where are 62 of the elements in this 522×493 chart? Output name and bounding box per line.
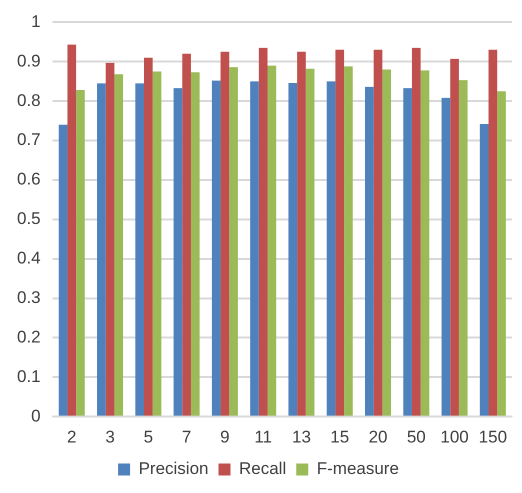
bar bbox=[182, 54, 191, 416]
x-tick-label: 150 bbox=[478, 427, 508, 446]
y-tick-label: 0.7 bbox=[16, 130, 41, 150]
x-tick-label: 20 bbox=[368, 427, 388, 446]
bar bbox=[442, 98, 450, 416]
y-tick-label: 0.5 bbox=[16, 209, 41, 228]
x-tick-label: 3 bbox=[105, 427, 115, 446]
bar bbox=[250, 81, 259, 416]
bar bbox=[306, 68, 314, 416]
bar bbox=[374, 50, 382, 416]
bar bbox=[458, 80, 468, 416]
bar bbox=[412, 48, 421, 416]
legend-label: F-measure bbox=[316, 459, 399, 478]
y-tick-label: 0.9 bbox=[16, 51, 41, 70]
bar bbox=[344, 66, 353, 416]
bar bbox=[212, 80, 221, 416]
bar bbox=[144, 58, 153, 416]
bar bbox=[365, 86, 374, 416]
bar bbox=[497, 91, 506, 416]
bar bbox=[480, 124, 489, 416]
bar bbox=[190, 72, 200, 416]
legend-label: Precision bbox=[138, 459, 208, 478]
x-tick-label: 50 bbox=[406, 427, 426, 446]
legend-label: Recall bbox=[238, 459, 286, 478]
bar bbox=[258, 48, 268, 416]
y-tick-label: 0.1 bbox=[16, 366, 41, 386]
y-tick-label: 0.3 bbox=[16, 288, 41, 307]
y-tick-label: 1 bbox=[31, 12, 41, 31]
y-tick-label: 0.8 bbox=[16, 90, 41, 110]
y-tick-label: 0.6 bbox=[16, 170, 41, 189]
x-tick-label: 13 bbox=[292, 427, 311, 446]
bar bbox=[403, 88, 412, 416]
bar bbox=[288, 82, 298, 416]
y-tick-label: 0.2 bbox=[16, 327, 41, 346]
bar bbox=[114, 74, 124, 416]
y-tick-label: 0 bbox=[31, 406, 41, 426]
bar bbox=[229, 67, 238, 416]
bar bbox=[58, 124, 68, 416]
x-tick-label: 11 bbox=[254, 427, 272, 446]
x-tick-label: 9 bbox=[220, 427, 230, 446]
bar bbox=[135, 83, 144, 416]
bar bbox=[106, 62, 114, 416]
bar bbox=[297, 52, 306, 416]
x-tick-label: 15 bbox=[330, 427, 350, 446]
bar bbox=[420, 70, 430, 416]
bar bbox=[67, 44, 76, 416]
x-tick-label: 100 bbox=[440, 427, 469, 446]
bar bbox=[326, 81, 336, 416]
bar bbox=[268, 66, 276, 416]
bar bbox=[382, 70, 392, 416]
x-tick-label: 2 bbox=[67, 427, 77, 446]
bar bbox=[335, 50, 344, 416]
bar bbox=[76, 90, 85, 416]
bar bbox=[174, 88, 182, 416]
bar bbox=[152, 72, 162, 416]
x-tick-label: 5 bbox=[144, 427, 154, 446]
bar bbox=[488, 50, 498, 416]
x-tick-label: 7 bbox=[182, 427, 192, 446]
bar bbox=[220, 52, 230, 416]
bar bbox=[97, 83, 106, 416]
bar bbox=[450, 58, 459, 416]
y-tick-label: 0.4 bbox=[16, 248, 41, 268]
